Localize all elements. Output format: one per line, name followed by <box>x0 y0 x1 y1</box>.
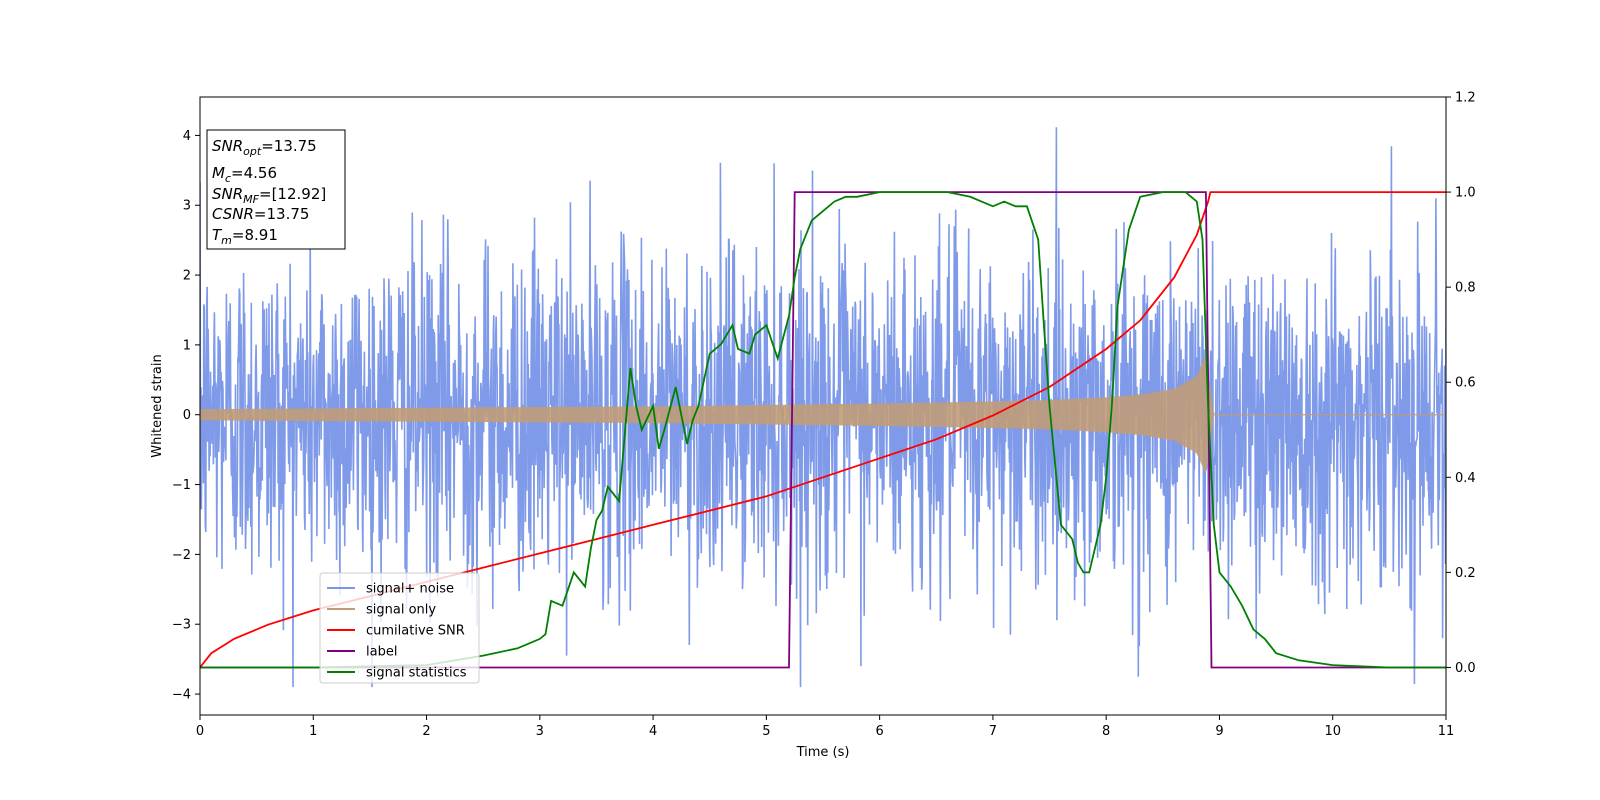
y-tick-label: 3 <box>183 199 191 214</box>
y-tick-label: 4 <box>183 129 191 144</box>
y-axis-right: 0.0 0.2 0.4 0.6 0.8 1.0 1.2 <box>1446 91 1476 676</box>
x-tick-label: 5 <box>762 724 770 739</box>
annotation-line: Mc=4.56 <box>212 164 277 185</box>
annotation-frame <box>206 129 346 250</box>
y2-tick-label: 0.8 <box>1455 281 1476 296</box>
legend-frame <box>319 572 480 684</box>
y-tick-label: 2 <box>183 269 191 284</box>
y2-tick-label: 1.0 <box>1455 186 1476 201</box>
annotation-line: CSNR=13.75 <box>212 205 309 223</box>
annotation-line: Tm=8.91 <box>212 226 278 247</box>
y-tick-label: −1 <box>172 478 191 493</box>
x-tick-label: 9 <box>1215 724 1223 739</box>
y2-tick-label: 1.2 <box>1455 91 1476 106</box>
legend-cumulative-snr: cumilative SNR <box>366 624 465 639</box>
y-tick-label: 1 <box>183 338 191 353</box>
annotation-box: SNRopt=13.75 Mc=4.56SNRMF=[12.92]CSNR=13.… <box>206 129 346 250</box>
y-tick-label: −4 <box>172 688 191 703</box>
legend: signal+ noise signal only cumilative SNR la… <box>319 572 480 684</box>
x-tick-label: 7 <box>989 724 997 739</box>
x-axis: 0 1 2 3 4 5 6 7 8 9 10 11 <box>196 715 1454 739</box>
series-label <box>200 191 1446 669</box>
series-signal-only <box>200 355 1446 474</box>
x-tick-label: 3 <box>536 724 544 739</box>
series-signal-noise <box>200 127 1446 688</box>
x-tick-label: 8 <box>1102 724 1110 739</box>
x-tick-label: 1 <box>309 724 317 739</box>
y2-tick-label: 0.4 <box>1455 471 1476 486</box>
y2-tick-label: 0.2 <box>1455 566 1476 581</box>
x-tick-label: 11 <box>1438 724 1455 739</box>
legend-label: label <box>366 645 397 660</box>
y-tick-label: 0 <box>183 408 191 423</box>
y-axis-label: Whitened strain <box>150 354 165 457</box>
annotation-line: SNRopt=13.75 <box>212 137 317 158</box>
annotation-line: SNRMF=[12.92] <box>212 185 326 206</box>
y-tick-label: −3 <box>172 618 191 633</box>
x-tick-label: 0 <box>196 724 204 739</box>
x-tick-label: 4 <box>649 724 657 739</box>
legend-signal-noise: signal+ noise <box>366 582 454 597</box>
legend-signal-statistics: signal statistics <box>366 666 467 681</box>
x-tick-label: 2 <box>422 724 430 739</box>
x-tick-label: 6 <box>875 724 883 739</box>
legend-signal-only: signal only <box>366 603 436 618</box>
x-tick-label: 10 <box>1324 724 1341 739</box>
series-signal-statistics <box>200 191 1446 669</box>
y2-tick-label: 0.0 <box>1455 661 1476 676</box>
y2-tick-label: 0.6 <box>1455 376 1476 391</box>
x-axis-label: Time (s) <box>796 745 850 760</box>
plot-frame <box>199 96 1447 716</box>
y-tick-label: −2 <box>172 548 191 563</box>
y-axis-left: −4 −3 −2 −1 0 1 2 3 4 <box>172 129 200 703</box>
